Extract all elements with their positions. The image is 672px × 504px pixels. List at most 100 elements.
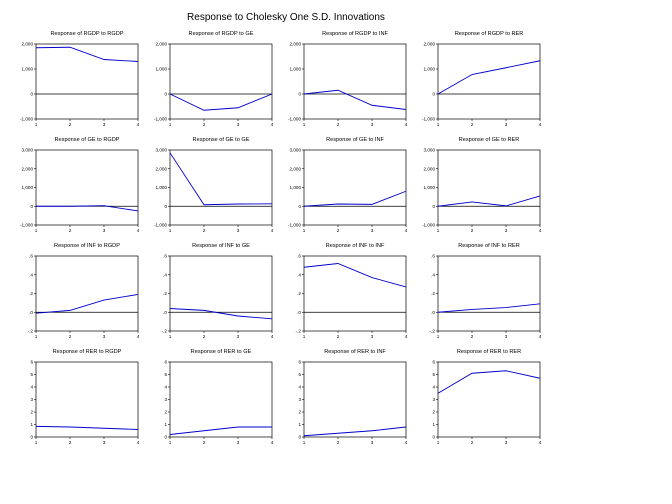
y-tick-label: 1,000 [424,67,436,72]
panel-title: Response of GE to RER [459,137,520,143]
x-tick-label: 1 [35,228,38,233]
x-tick-label: 1 [303,228,306,233]
y-tick-label: .6 [297,254,301,259]
y-tick-label: 0 [298,204,301,209]
x-tick-label: 1 [437,122,440,127]
y-tick-label: 3,000 [22,148,34,153]
y-tick-label: -1,000 [20,117,33,122]
x-tick-label: 1 [437,334,440,339]
x-tick-label: 2 [471,440,474,445]
x-tick-label: 1 [303,334,306,339]
x-tick-label: 2 [69,228,72,233]
x-tick-label: 3 [103,122,106,127]
y-tick-label: 2 [30,410,33,415]
y-tick-label: -1,000 [288,117,301,122]
x-tick-label: 1 [169,334,172,339]
panel-12: Response of INF to RER -.2 .0 .2 .4 .6 1 2 3 4 [430,243,542,339]
panel-8: Response of GE to RER -1,000 0 1,000 2,000 3,… [422,137,542,233]
x-tick-label: 4 [405,440,408,445]
panel-frame [437,43,541,120]
y-tick-label: 6 [298,360,301,365]
x-tick-label: 4 [539,440,542,445]
y-tick-label: .6 [163,254,167,259]
y-tick-label: 6 [432,360,435,365]
panel-title: Response of RGDP to RER [455,31,524,37]
y-tick-label: -1,000 [288,223,301,228]
y-tick-label: 0 [30,435,33,440]
x-tick-label: 3 [103,228,106,233]
x-tick-label: 2 [471,122,474,127]
x-tick-label: 2 [337,228,340,233]
y-tick-label: 0 [30,92,33,97]
y-tick-label: .6 [29,254,33,259]
panel-title: Response of RER to GE [191,349,252,355]
y-tick-label: -.2 [296,329,302,334]
x-tick-label: 3 [371,334,374,339]
x-tick-label: 1 [169,228,172,233]
panel-title: Response of GE to INF [326,137,384,143]
x-tick-label: 2 [203,122,206,127]
y-tick-label: -1,000 [154,223,167,228]
x-tick-label: 3 [237,440,240,445]
x-tick-label: 1 [303,440,306,445]
response-line [169,152,273,206]
y-tick-label: 2 [432,410,435,415]
y-tick-label: .6 [431,254,435,259]
y-tick-label: .2 [431,291,435,296]
x-tick-label: 3 [371,228,374,233]
y-tick-label: 0 [432,92,435,97]
x-tick-label: 3 [237,122,240,127]
x-tick-label: 2 [471,228,474,233]
x-tick-label: 3 [505,334,508,339]
y-tick-label: 3,000 [290,148,302,153]
x-tick-label: 4 [405,228,408,233]
x-tick-label: 2 [203,334,206,339]
y-tick-label: 3 [432,397,435,402]
x-tick-label: 2 [203,440,206,445]
panel-title: Response of INF to RER [458,243,520,249]
x-tick-label: 3 [371,122,374,127]
x-tick-label: 4 [539,122,542,127]
response-line [303,89,407,110]
y-tick-label: 0 [30,204,33,209]
y-tick-label: .0 [29,310,33,315]
y-tick-label: 2 [298,410,301,415]
y-tick-label: 1,000 [156,67,168,72]
response-line [169,93,273,111]
panel-frame [169,149,273,226]
y-tick-label: 3 [298,397,301,402]
y-tick-label: 2,000 [156,42,168,47]
response-line [303,426,407,437]
y-tick-label: .2 [29,291,33,296]
y-tick-label: 6 [30,360,33,365]
y-tick-label: 0 [298,92,301,97]
panel-frame [303,361,407,438]
x-tick-label: 4 [271,334,274,339]
y-tick-label: -1,000 [422,117,435,122]
y-tick-label: 1 [30,422,33,427]
panel-10: Response of INF to GE -.2 .0 .2 .4 .6 1 2 3 4 [162,243,274,339]
panel-1: Response of RGDP to RGDP -1,000 0 1,000 2,00… [20,31,140,127]
x-tick-label: 4 [137,440,140,445]
y-tick-label: 2 [164,410,167,415]
y-tick-label: 0 [164,435,167,440]
x-tick-label: 1 [35,440,38,445]
panel-frame [169,255,273,332]
response-line [35,46,139,62]
y-tick-label: .0 [163,310,167,315]
panel-frame [35,43,139,120]
y-tick-label: 2,000 [424,166,436,171]
panel-title: Response of INF to RGDP [54,243,120,249]
y-tick-label: 3,000 [424,148,436,153]
panel-2: Response of RGDP to GE -1,000 0 1,000 2,000 1… [154,31,274,127]
y-tick-label: 2,000 [290,42,302,47]
x-tick-label: 1 [35,334,38,339]
panel-title: Response of GE to RGDP [55,137,120,143]
y-tick-label: .0 [297,310,301,315]
y-tick-label: 0 [432,204,435,209]
response-line [35,293,139,314]
panel-frame [35,255,139,332]
panel-3: Response of RGDP to INF -1,000 0 1,000 2,000… [288,31,408,127]
